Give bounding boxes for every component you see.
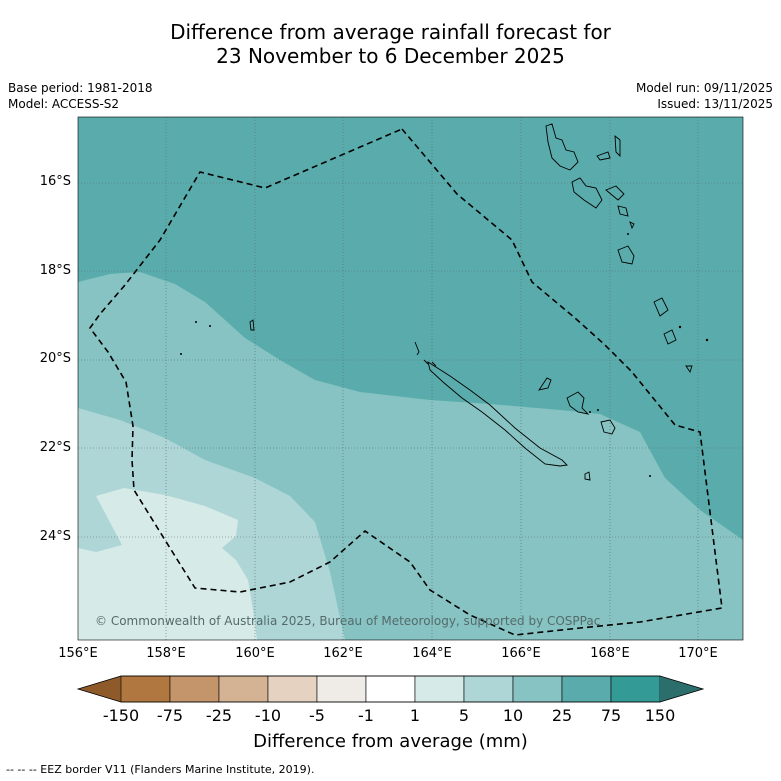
lat-label-22s: 22°S: [39, 440, 71, 455]
colorbar-tick: -75: [156, 706, 184, 725]
lon-label-160e: 160°E: [235, 646, 275, 661]
colorbar-tick: 25: [551, 706, 573, 725]
colorbar-cell: [218, 675, 269, 703]
island-efate: [617, 245, 635, 265]
lon-label-162e: 162°E: [323, 646, 363, 661]
island-lifou: [566, 391, 590, 415]
colorbar-cell: [120, 675, 171, 703]
island-erromango: [653, 297, 669, 317]
lon-label-158e: 158°E: [146, 646, 186, 661]
island-malakula: [571, 177, 603, 209]
colorbar-tick: -5: [309, 706, 325, 725]
island-grande-terre: [427, 361, 568, 467]
colorbar-cell: [414, 675, 465, 703]
issued-text: Issued: 13/11/2025: [657, 97, 773, 111]
island-mare: [600, 419, 616, 435]
colorbar-tick: 5: [458, 706, 470, 725]
title-line-1: Difference from average rainfall forecas…: [170, 20, 611, 44]
colorbar-tick: 75: [600, 706, 622, 725]
colorbar-cell: [561, 675, 612, 703]
colorbar-tick: -150: [102, 706, 140, 725]
colorbar-cell: [463, 675, 514, 703]
colorbar: [76, 675, 705, 703]
title-line-2: 23 November to 6 December 2025: [216, 44, 565, 68]
lat-label-20s: 20°S: [39, 351, 71, 366]
colorbar-outline: [76, 675, 705, 703]
lon-label-156e: 156°E: [58, 646, 98, 661]
island-bellona: [249, 319, 255, 331]
colorbar-title: Difference from average (mm): [253, 731, 528, 752]
island-ouvea: [538, 377, 552, 391]
colorbar-cell: [267, 675, 318, 703]
graticule: [78, 117, 743, 640]
colorbar-cell: [316, 675, 367, 703]
coastlines: [249, 123, 693, 481]
eez-border: [89, 128, 723, 636]
eez-footnote: -- -- -- EEZ border V11 (Flanders Marine…: [6, 763, 315, 776]
island-maewo: [596, 151, 611, 161]
lon-label-170e: 170°E: [678, 646, 718, 661]
island-epi: [617, 205, 629, 217]
colorbar-tick: 1: [409, 706, 421, 725]
island-espiritu-santo: [545, 123, 579, 171]
colorbar-cell: [169, 675, 220, 703]
island-ambrym: [605, 185, 625, 201]
island-belep: [423, 359, 437, 367]
base-period-text: Base period: 1981-2018: [8, 81, 153, 95]
island-tanna: [663, 329, 677, 345]
colorbar-cell: [512, 675, 563, 703]
lat-label-24s: 24°S: [39, 529, 71, 544]
island-pentecost: [614, 135, 621, 158]
model-run-text: Model run: 09/11/2025: [635, 81, 773, 95]
colorbar-tick: -1: [358, 706, 374, 725]
colorbar-tick: 10: [502, 706, 524, 725]
copyright-text: © Commonwealth of Australia 2025, Bureau…: [95, 614, 601, 628]
lon-label-168e: 168°E: [590, 646, 630, 661]
colorbar-max-extension: [660, 676, 703, 702]
colorbar-tick: -25: [205, 706, 233, 725]
island-aneityum: [685, 365, 693, 374]
colorbar-cell: [365, 675, 416, 703]
colorbar-tick: -10: [254, 706, 282, 725]
lat-label-16s: 16°S: [39, 174, 71, 189]
small-islets: [180, 233, 709, 477]
metadata-left: Base period: 1981-2018 Model: ACCESS-S2: [8, 80, 153, 112]
metadata-right: Model run: 09/11/2025 Issued: 13/11/2025: [636, 80, 773, 112]
lon-label-164e: 164°E: [412, 646, 452, 661]
model-text: Model: ACCESS-S2: [8, 97, 120, 111]
colorbar-cell: [610, 675, 661, 703]
island-pines: [584, 471, 591, 481]
map-frame: [77, 116, 744, 641]
zone-1-5: [78, 488, 257, 640]
rainfall-anomaly-field: [78, 117, 743, 640]
lon-label-166e: 166°E: [501, 646, 541, 661]
island-shepherds: [629, 221, 635, 230]
lat-label-18s: 18°S: [39, 263, 71, 278]
island-chesterfield: [414, 341, 420, 356]
colorbar-tick: 150: [644, 706, 676, 725]
colorbar-min-extension: [78, 676, 121, 702]
